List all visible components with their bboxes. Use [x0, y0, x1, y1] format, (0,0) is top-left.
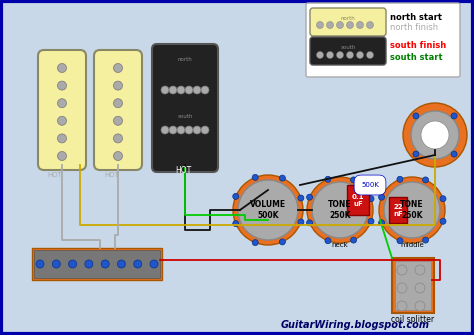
Text: HOT: HOT: [175, 165, 191, 175]
Circle shape: [233, 175, 303, 245]
Text: north: north: [178, 57, 192, 62]
Circle shape: [397, 301, 407, 311]
Circle shape: [57, 116, 66, 125]
Text: 500K: 500K: [361, 182, 379, 188]
Text: north start: north start: [390, 12, 442, 21]
Bar: [389, 197, 407, 223]
Bar: [32, 248, 162, 280]
Circle shape: [379, 177, 445, 243]
Circle shape: [201, 126, 209, 134]
Circle shape: [118, 260, 126, 268]
Circle shape: [413, 113, 419, 119]
Circle shape: [279, 239, 285, 245]
FancyBboxPatch shape: [38, 50, 86, 170]
Text: HOT: HOT: [105, 172, 119, 178]
Circle shape: [307, 177, 373, 243]
Text: GuitarWiring.blogspot.com: GuitarWiring.blogspot.com: [281, 320, 429, 330]
Circle shape: [415, 301, 425, 311]
Circle shape: [413, 151, 419, 157]
Text: TONE
250K: TONE 250K: [400, 200, 424, 220]
Circle shape: [337, 21, 344, 28]
Circle shape: [69, 260, 77, 268]
Circle shape: [337, 52, 344, 59]
Circle shape: [451, 151, 457, 157]
Text: middle: middle: [400, 242, 424, 248]
FancyBboxPatch shape: [310, 37, 386, 65]
Text: 0.1
uF: 0.1 uF: [352, 194, 364, 206]
Circle shape: [161, 126, 169, 134]
Circle shape: [368, 218, 374, 224]
Circle shape: [201, 86, 209, 94]
Circle shape: [423, 237, 428, 243]
FancyBboxPatch shape: [310, 8, 386, 36]
Circle shape: [150, 260, 158, 268]
Text: south: south: [340, 45, 356, 50]
Bar: [34, 250, 160, 278]
Circle shape: [327, 52, 334, 59]
Circle shape: [36, 260, 44, 268]
Circle shape: [368, 196, 374, 202]
Circle shape: [113, 64, 122, 72]
Circle shape: [415, 265, 425, 275]
Bar: [395, 261, 431, 310]
Circle shape: [113, 151, 122, 160]
FancyBboxPatch shape: [306, 3, 460, 77]
Text: VOLUME
500K: VOLUME 500K: [250, 200, 286, 220]
Circle shape: [252, 240, 258, 246]
Circle shape: [279, 175, 285, 181]
Circle shape: [397, 176, 403, 182]
Circle shape: [113, 81, 122, 90]
Circle shape: [397, 265, 407, 275]
Circle shape: [397, 238, 403, 244]
Circle shape: [113, 134, 122, 143]
Bar: [347, 185, 369, 215]
Circle shape: [57, 81, 66, 90]
Circle shape: [415, 283, 425, 293]
Circle shape: [134, 260, 142, 268]
Circle shape: [411, 111, 459, 159]
Circle shape: [169, 126, 177, 134]
Circle shape: [403, 103, 467, 167]
Text: south start: south start: [390, 53, 443, 62]
Circle shape: [366, 21, 374, 28]
Circle shape: [327, 21, 334, 28]
Circle shape: [185, 86, 193, 94]
Text: neck: neck: [332, 242, 348, 248]
Circle shape: [307, 220, 312, 226]
Text: HOT: HOT: [47, 172, 63, 178]
Text: north: north: [341, 15, 356, 20]
Circle shape: [307, 194, 312, 200]
Circle shape: [52, 260, 60, 268]
Circle shape: [177, 86, 185, 94]
Circle shape: [317, 52, 323, 59]
Circle shape: [169, 86, 177, 94]
FancyBboxPatch shape: [94, 50, 142, 170]
Circle shape: [298, 219, 304, 225]
Circle shape: [317, 21, 323, 28]
Circle shape: [397, 283, 407, 293]
Text: south: south: [177, 114, 193, 119]
Circle shape: [325, 176, 331, 182]
Text: TONE
250K: TONE 250K: [328, 200, 352, 220]
Circle shape: [85, 260, 93, 268]
Circle shape: [238, 180, 298, 240]
Circle shape: [451, 113, 457, 119]
Circle shape: [193, 126, 201, 134]
Circle shape: [384, 182, 440, 238]
Circle shape: [379, 220, 384, 226]
Circle shape: [346, 52, 354, 59]
Circle shape: [57, 64, 66, 72]
Circle shape: [421, 121, 449, 149]
Circle shape: [57, 134, 66, 143]
Bar: [392, 258, 434, 313]
Circle shape: [379, 194, 384, 200]
Circle shape: [233, 193, 239, 199]
Circle shape: [57, 151, 66, 160]
Circle shape: [113, 116, 122, 125]
Circle shape: [252, 175, 258, 181]
Circle shape: [440, 218, 446, 224]
Circle shape: [351, 237, 356, 243]
Circle shape: [161, 86, 169, 94]
Circle shape: [351, 177, 356, 183]
